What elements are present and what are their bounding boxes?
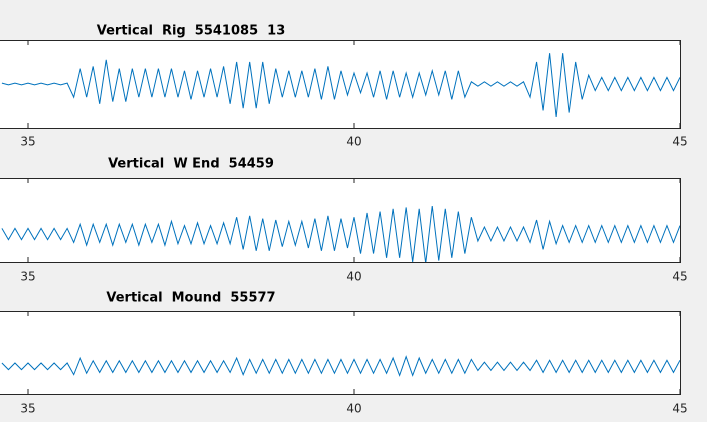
x-tick-label: 45 [672,402,687,416]
axes [0,178,680,262]
x-tick-label: 45 [672,135,687,149]
axes [0,40,680,128]
axes [0,311,680,394]
waveform [1,53,680,118]
waveform [1,355,680,377]
x-tick-label: 45 [672,270,687,284]
x-tick-label: 35 [20,135,35,149]
x-tick-label: 35 [20,270,35,284]
x-tick-label: 40 [346,270,361,284]
x-tick-label: 40 [346,135,361,149]
waveform [1,205,680,262]
x-tick-label: 40 [346,402,361,416]
chart-title: Vertical Rig 5541085 13 [97,24,286,39]
axes-box [0,178,681,263]
chart-title: Vertical Mound 55577 [106,291,275,306]
chart-title: Vertical W End 54459 [108,157,274,172]
axes-box [0,311,681,395]
x-tick-label: 35 [20,402,35,416]
axes-box [0,40,681,129]
